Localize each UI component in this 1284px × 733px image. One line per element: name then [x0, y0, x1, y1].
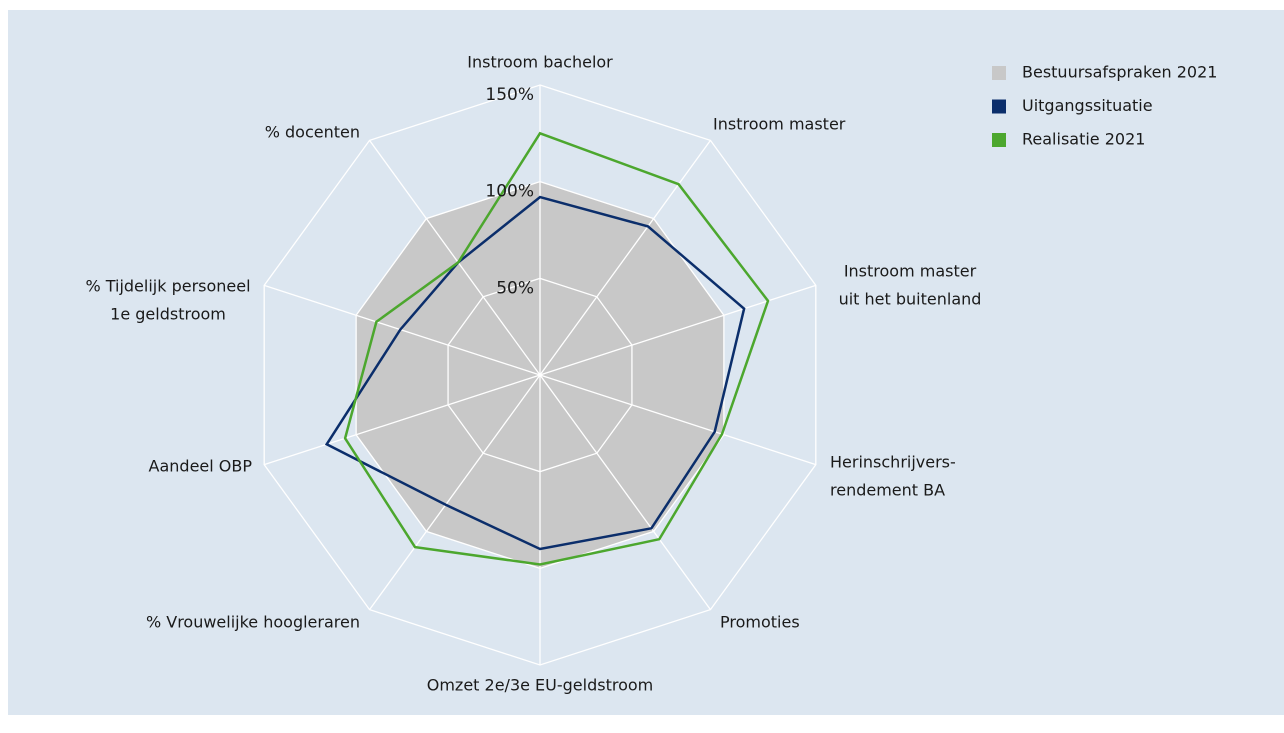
category-label: rendement BA — [830, 481, 945, 500]
series-line — [324, 195, 746, 551]
r-tick-label: 100% — [485, 182, 534, 202]
r-tick-label: 50% — [496, 278, 534, 298]
legend-swatch — [992, 66, 1006, 80]
category-label: Promoties — [720, 613, 800, 632]
category-label: 1e geldstroom — [110, 305, 226, 324]
category-label: Omzet 2e/3e EU-geldstroom — [427, 676, 654, 695]
category-label: Instroom master — [713, 115, 846, 134]
r-tick-label: 150% — [485, 85, 534, 105]
category-label: Aandeel OBP — [149, 457, 253, 476]
category-label: uit het buitenland — [839, 290, 982, 309]
spoke — [539, 374, 711, 610]
spoke — [263, 374, 541, 466]
legend-label: Uitgangssituatie — [1022, 96, 1153, 115]
legend-swatch — [992, 133, 1006, 147]
series-line — [343, 131, 770, 566]
spoke — [539, 140, 711, 376]
spoke — [539, 284, 817, 376]
category-label: Herinschrijvers- — [830, 453, 956, 472]
category-label: Instroom master — [844, 262, 977, 281]
spoke — [539, 374, 817, 466]
legend-label: Realisatie 2021 — [1022, 130, 1145, 149]
category-label: % docenten — [265, 123, 360, 142]
legend-swatch — [992, 99, 1006, 114]
category-label: % Vrouwelijke hoogleraren — [146, 613, 360, 632]
category-label: Instroom bachelor — [467, 53, 613, 72]
category-label: % Tijdelijk personeel — [85, 277, 250, 296]
spoke — [263, 284, 541, 376]
spoke — [369, 374, 541, 610]
legend-label: Bestuursafspraken 2021 — [1022, 63, 1217, 82]
spoke — [369, 140, 541, 376]
